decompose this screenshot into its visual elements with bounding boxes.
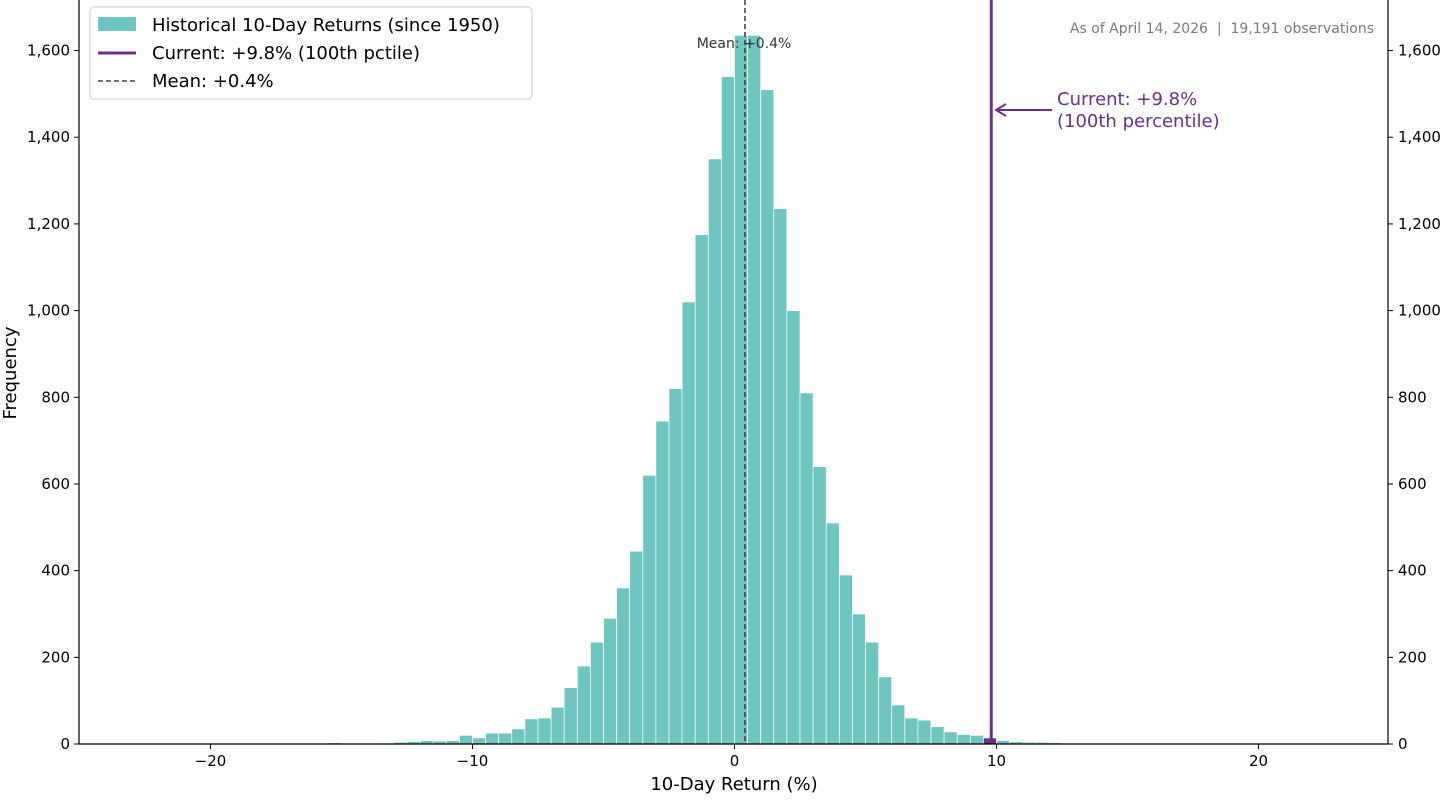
mean-annotation: Mean: +0.4% <box>697 36 792 52</box>
histogram-bar <box>878 676 893 745</box>
y-tick-label-left: 800 <box>41 388 70 406</box>
histogram-bar <box>629 550 644 745</box>
histogram-bar <box>694 234 709 745</box>
histogram-bar <box>786 310 801 745</box>
histogram-bar <box>825 522 840 745</box>
y-tick-label-right: 400 <box>1398 562 1427 580</box>
histogram-bar <box>511 728 526 745</box>
histogram-bar <box>472 737 486 745</box>
histogram-bar <box>747 35 762 745</box>
y-tick-label-right: 1,600 <box>1398 42 1441 60</box>
y-tick-label-right: 800 <box>1398 388 1427 406</box>
histogram-bars <box>157 35 1141 745</box>
histogram-bar <box>891 704 906 745</box>
histogram-bar <box>603 617 617 745</box>
histogram-bar <box>969 734 984 745</box>
y-tick-label-right: 1,200 <box>1398 215 1441 233</box>
y-tick-label-left: 200 <box>41 648 70 666</box>
histogram-bar <box>838 574 853 745</box>
y-tick-label-left: 400 <box>41 562 70 580</box>
y-tick-label-left: 600 <box>41 475 70 493</box>
histogram-bar <box>812 466 827 745</box>
histogram-bar <box>930 726 945 745</box>
legend: Historical 10-Day Returns (since 1950) C… <box>89 6 533 100</box>
histogram-bar <box>917 719 932 745</box>
histogram-bar <box>707 158 722 745</box>
y-tick-label-right: 600 <box>1398 475 1427 493</box>
y-tick-label-right: 1,400 <box>1398 128 1441 146</box>
histogram-bar <box>668 388 683 745</box>
histogram-bar <box>904 717 919 745</box>
histogram-bar <box>524 718 539 745</box>
y-tick-label-left: 1,600 <box>27 42 70 60</box>
histogram-bar <box>590 641 604 745</box>
histogram-bar <box>734 35 748 745</box>
y-tick-label-left: 1,000 <box>27 302 70 320</box>
current-annotation: Current: +9.8% (100th percentile) <box>994 89 1220 132</box>
histogram-bar <box>852 613 866 745</box>
x-tick-label: −20 <box>195 752 227 770</box>
histogram-bar <box>459 734 473 745</box>
histogram-bar <box>760 89 775 745</box>
legend-label-current: Current: +9.8% (100th pctile) <box>152 43 420 64</box>
y-tick-label-right: 0 <box>1398 735 1408 753</box>
histogram-bar <box>498 732 513 745</box>
y-axis-label: Frequency <box>0 326 21 419</box>
histogram-bar <box>721 76 735 745</box>
histogram-bar <box>865 641 879 745</box>
current-annotation-line2: (100th percentile) <box>1057 111 1220 132</box>
histogram-bar <box>956 734 971 745</box>
histogram-bar <box>485 732 500 745</box>
histogram-bar <box>943 731 958 745</box>
histogram-bar <box>655 420 670 745</box>
histogram-bar <box>681 301 696 745</box>
observations-note: As of April 14, 2026 | 19,191 observatio… <box>1070 21 1374 37</box>
histogram-bar <box>537 717 552 745</box>
axes <box>74 0 1393 749</box>
x-tick-label: 0 <box>730 752 740 770</box>
histogram-bar <box>563 687 578 745</box>
histogram-bar <box>642 474 657 745</box>
x-axis-label: 10-Day Return (%) <box>650 774 817 795</box>
histogram-bar <box>799 392 814 745</box>
legend-label-histogram: Historical 10-Day Returns (since 1950) <box>152 15 500 36</box>
histogram-bar <box>773 208 788 745</box>
y-tick-label-right: 200 <box>1398 648 1427 666</box>
legend-label-mean: Mean: +0.4% <box>152 71 274 92</box>
legend-swatch-histogram <box>98 17 136 31</box>
y-tick-label-left: 1,400 <box>27 128 70 146</box>
histogram-bar <box>616 587 631 745</box>
y-tick-label-left: 1,200 <box>27 215 70 233</box>
current-annotation-line1: Current: +9.8% <box>1057 89 1197 110</box>
legend-box <box>89 6 533 100</box>
histogram-bar <box>576 665 591 745</box>
x-tick-label: −10 <box>457 752 489 770</box>
y-tick-label-left: 0 <box>60 735 70 753</box>
y-tick-label-right: 1,000 <box>1398 302 1441 320</box>
reference-lines <box>744 0 993 744</box>
x-tick-label: 20 <box>1249 752 1268 770</box>
current-arrow-head <box>994 103 1007 117</box>
x-tick-label: 10 <box>987 752 1006 770</box>
histogram-bar <box>550 706 565 745</box>
